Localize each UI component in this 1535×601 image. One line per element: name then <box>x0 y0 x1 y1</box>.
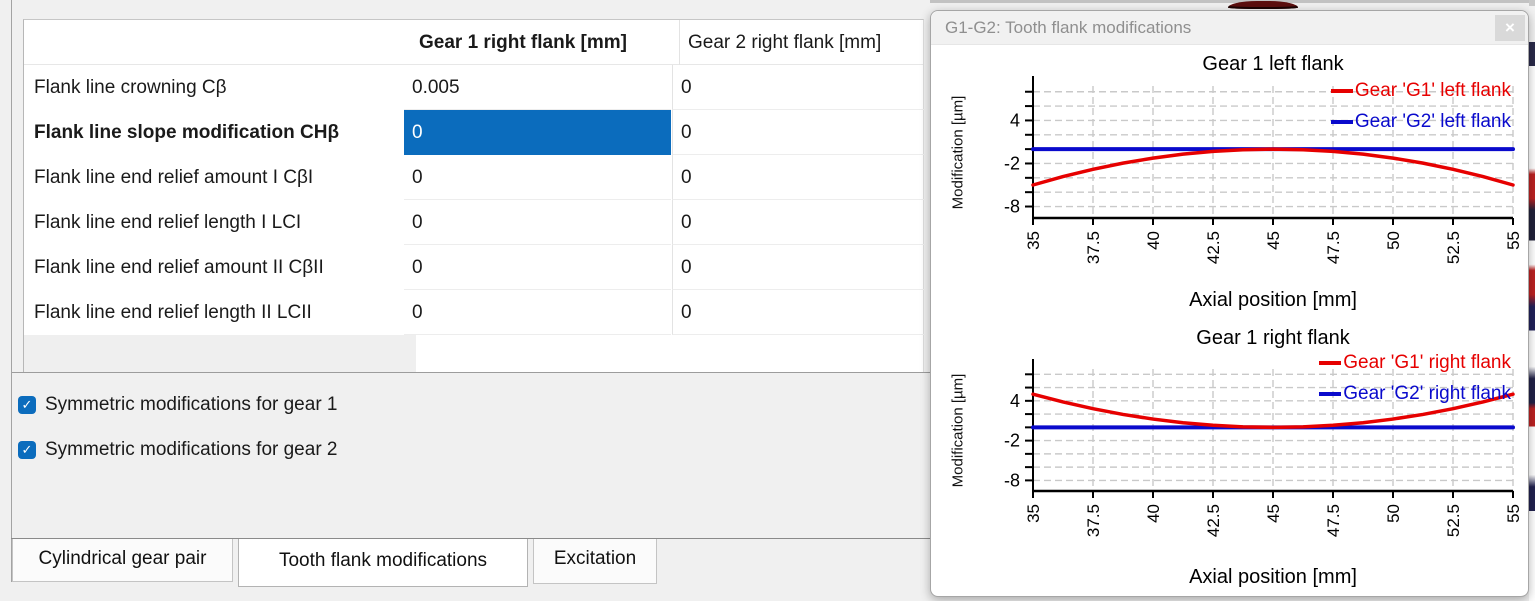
legend-line-swatch <box>1330 88 1353 93</box>
row-label[interactable]: Flank line end relief length II LCII <box>34 302 312 323</box>
close-icon[interactable]: × <box>1495 15 1525 41</box>
svg-text:-8: -8 <box>1004 197 1020 217</box>
svg-text:-2: -2 <box>1004 431 1020 451</box>
table-row: Flank line end relief length II LCII 0 0 <box>24 290 925 335</box>
table-footer-area <box>24 335 416 372</box>
background-panel-edge <box>930 0 1535 3</box>
svg-text:45: 45 <box>1264 231 1283 250</box>
legend-line-swatch <box>1319 360 1342 365</box>
svg-text:-2: -2 <box>1004 153 1020 173</box>
chart2-plot-area: 4 -2 -8 35 37.5 40 42.5 45 47.5 50 52.5 55 <box>1004 359 1523 537</box>
row-label[interactable]: Flank line end relief length I LCI <box>34 212 302 233</box>
cell-gear1[interactable]: 0 <box>404 245 671 290</box>
chart2-y-axis-label: Modification [µm] <box>949 373 967 487</box>
row-label[interactable]: Flank line crowning Cβ <box>34 77 227 98</box>
chart1-plot-area: 4 -2 -8 35 37.5 40 42.5 45 47.5 50 52.5 55 <box>1004 76 1523 264</box>
svg-text:40: 40 <box>1144 231 1163 250</box>
svg-text:42.5: 42.5 <box>1204 504 1223 537</box>
table-header-row: Gear 1 right flank [mm] Gear 2 right fla… <box>24 20 923 65</box>
table-row: Flank line end relief amount II CβII 0 0 <box>24 245 925 290</box>
cell-gear1[interactable]: 0 <box>404 200 671 245</box>
tab-excitation[interactable]: Excitation <box>533 539 657 584</box>
svg-text:52.5: 52.5 <box>1444 231 1463 264</box>
tab-cylindrical-gear-pair[interactable]: Cylindrical gear pair <box>12 539 233 582</box>
cell-gear2[interactable]: 0 <box>672 290 925 335</box>
legend-line-swatch <box>1319 391 1342 396</box>
svg-text:47.5: 47.5 <box>1324 231 1343 264</box>
legend-label: Gear 'G2' left flank <box>1354 110 1511 132</box>
checkbox-label: Symmetric modifications for gear 1 <box>45 394 338 415</box>
checkbox-symmetric-gear2[interactable]: ✓ Symmetric modifications for gear 2 <box>18 439 468 461</box>
column-header-gear1: Gear 1 right flank [mm] <box>419 32 627 53</box>
cell-gear2[interactable]: 0 <box>672 200 925 245</box>
table-row: Flank line end relief length I LCI 0 0 <box>24 200 925 245</box>
chart2-legend: Gear 'G1' right flank Gear 'G2' right fl… <box>1319 347 1511 409</box>
window-title: G1-G2: Tooth flank modifications <box>945 18 1192 37</box>
cell-gear1[interactable]: 0 <box>404 290 671 335</box>
table-row: Flank line slope modification CHβ 0 0 <box>24 110 925 155</box>
svg-text:4: 4 <box>1010 391 1020 411</box>
chart2-x-axis-label: Axial position [mm] <box>1189 566 1357 588</box>
cell-gear2[interactable]: 0 <box>672 110 925 155</box>
legend-entry: Gear 'G2' right flank <box>1319 378 1511 409</box>
modifications-table: Gear 1 right flank [mm] Gear 2 right fla… <box>23 19 925 372</box>
chart1-x-axis-label: Axial position [mm] <box>1189 289 1357 311</box>
svg-text:50: 50 <box>1384 504 1403 523</box>
table-row: Flank line crowning Cβ 0.005 0 <box>24 65 925 110</box>
legend-line-swatch <box>1330 119 1353 124</box>
chart1-y-axis-label: Modification [µm] <box>949 95 967 209</box>
cell-gear2[interactable]: 0 <box>672 65 925 110</box>
tooth-flank-modifications-window: G1-G2: Tooth flank modifications × Gear … <box>930 10 1529 597</box>
panel-divider <box>11 0 12 582</box>
svg-text:37.5: 37.5 <box>1084 504 1103 537</box>
svg-text:37.5: 37.5 <box>1084 231 1103 264</box>
chart1-title: Gear 1 left flank <box>1202 53 1344 75</box>
svg-text:45: 45 <box>1264 504 1283 523</box>
cell-gear2[interactable]: 0 <box>672 245 925 290</box>
background-gear-view-sliver <box>1529 0 1535 601</box>
column-header-gear2: Gear 2 right flank [mm] <box>679 20 924 65</box>
legend-label: Gear 'G1' left flank <box>1354 79 1511 101</box>
table-row: Flank line end relief amount I CβI 0 0 <box>24 155 925 200</box>
cell-gear2[interactable]: 0 <box>672 155 925 200</box>
svg-text:50: 50 <box>1384 231 1403 250</box>
svg-text:55: 55 <box>1504 231 1523 250</box>
svg-text:42.5: 42.5 <box>1204 231 1223 264</box>
svg-text:47.5: 47.5 <box>1324 504 1343 537</box>
row-label[interactable]: Flank line end relief amount II CβII <box>34 257 324 278</box>
tab-bar-border <box>11 538 930 539</box>
cell-gear1-selected[interactable]: 0 <box>404 110 671 155</box>
svg-text:35: 35 <box>1024 231 1043 250</box>
legend-entry: Gear 'G1' left flank <box>1330 75 1511 106</box>
checkbox-checked-icon: ✓ <box>18 396 36 414</box>
svg-text:4: 4 <box>1010 110 1020 130</box>
svg-text:55: 55 <box>1504 504 1523 523</box>
table-bottom-border <box>12 372 930 373</box>
cell-gear1[interactable]: 0 <box>404 155 671 200</box>
legend-label: Gear 'G1' right flank <box>1343 351 1511 373</box>
svg-text:-8: -8 <box>1004 470 1020 490</box>
svg-text:40: 40 <box>1144 504 1163 523</box>
chart2-title: Gear 1 right flank <box>1196 327 1350 349</box>
window-titlebar[interactable]: G1-G2: Tooth flank modifications × <box>931 11 1528 45</box>
svg-text:52.5: 52.5 <box>1444 504 1463 537</box>
chart1-legend: Gear 'G1' left flank Gear 'G2' left flan… <box>1330 75 1511 137</box>
checkbox-symmetric-gear1[interactable]: ✓ Symmetric modifications for gear 1 <box>18 394 468 416</box>
checkbox-checked-icon: ✓ <box>18 441 36 459</box>
legend-entry: Gear 'G1' right flank <box>1319 347 1511 378</box>
legend-label: Gear 'G2' right flank <box>1343 382 1511 404</box>
gear-render-fragment <box>1228 1 1298 9</box>
tab-tooth-flank-modifications[interactable]: Tooth flank modifications <box>238 539 528 587</box>
legend-entry: Gear 'G2' left flank <box>1330 106 1511 137</box>
svg-text:35: 35 <box>1024 504 1043 523</box>
checkbox-label: Symmetric modifications for gear 2 <box>45 439 338 460</box>
row-label[interactable]: Flank line end relief amount I CβI <box>34 167 314 188</box>
cell-gear1[interactable]: 0.005 <box>404 65 671 110</box>
row-label[interactable]: Flank line slope modification CHβ <box>34 122 340 143</box>
